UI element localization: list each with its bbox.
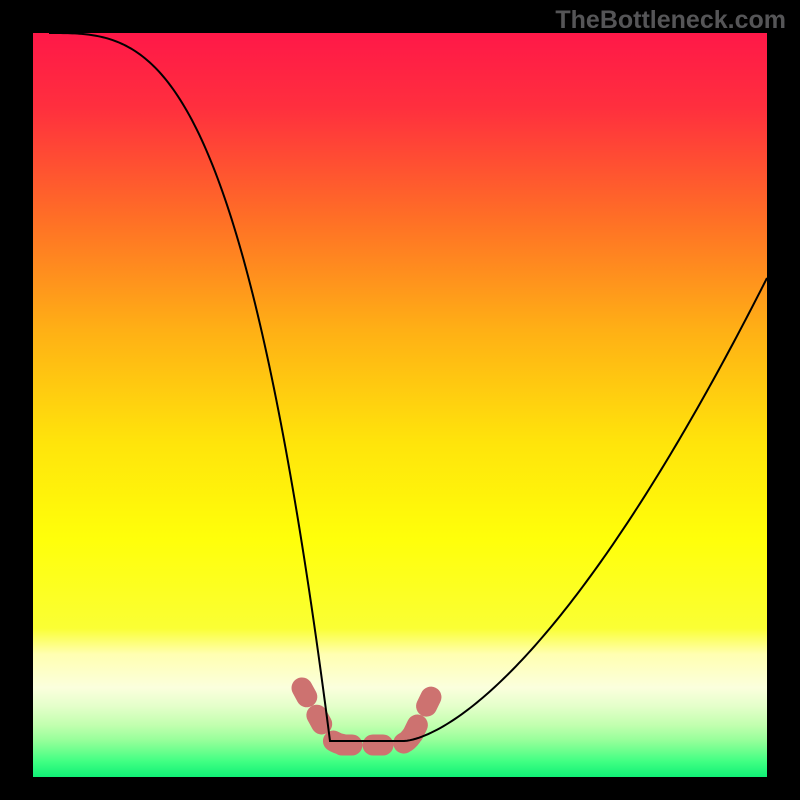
chart-stage: TheBottleneck.com [0,0,800,800]
chart-svg [0,0,800,800]
plot-background [33,33,767,777]
watermark-text: TheBottleneck.com [555,6,786,35]
